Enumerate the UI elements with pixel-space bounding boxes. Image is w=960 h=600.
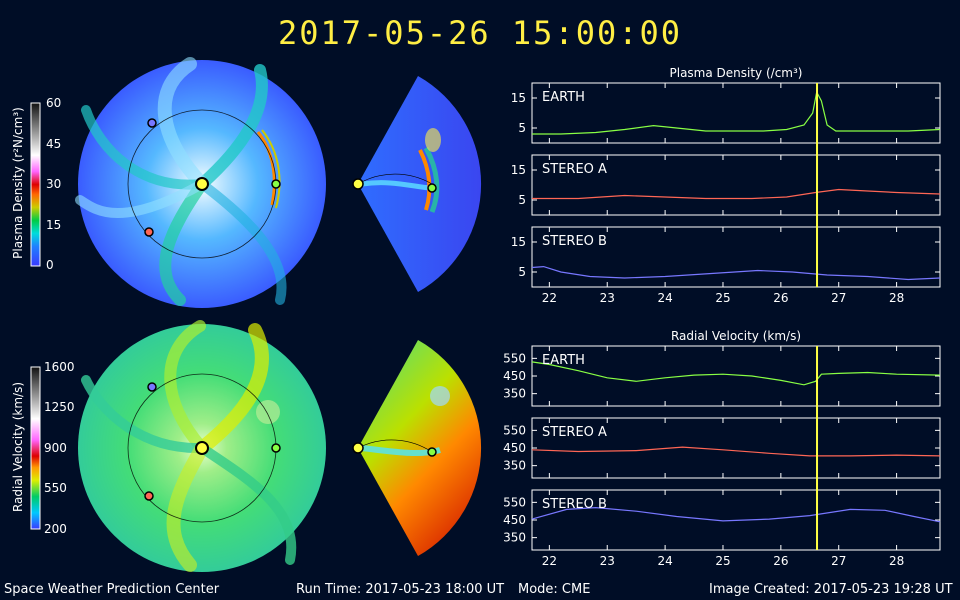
chart-0-panel-1-ytick-label: 15: [511, 163, 526, 177]
panel-label-stereo-b: STEREO B: [542, 497, 607, 512]
velocity-tick-0: 1600: [44, 360, 75, 374]
chart-1-panel-0-ytick-label: 350: [503, 387, 526, 401]
wedge-earth-marker: [427, 183, 437, 193]
footer-run-time: Run Time: 2017-05-23 18:00 UT: [296, 582, 505, 597]
footer-mode: Mode: CME: [518, 582, 591, 597]
wedge-earth-marker-velocity: [427, 447, 437, 457]
sun-marker: [195, 177, 209, 191]
density-tick-1: 45: [46, 137, 62, 151]
chart-0-panel-2-ytick-label: 15: [511, 235, 526, 249]
panel-label-stereo-b: STEREO B: [542, 234, 607, 249]
chart-1-xtick-label: 22: [542, 554, 557, 568]
velocity-polar-map: [78, 320, 326, 572]
chart-1-xtick-label: 24: [657, 554, 672, 568]
velocity-tick-2: 900: [44, 441, 67, 455]
velocity-colorbar-label: Radial Velocity (km/s): [11, 381, 25, 513]
chart-0-xtick-label: 27: [831, 291, 846, 305]
chart-1-panel-0-ytick-label: 450: [503, 369, 526, 383]
panel-label-stereo-a: STEREO A: [542, 162, 607, 177]
chart-1-panel-0-frame: [531, 345, 941, 407]
chart-1-panel-1-ytick-label: 450: [503, 441, 526, 455]
density-wedge-map: [352, 76, 482, 292]
chart-1-xtick-label: 27: [831, 554, 846, 568]
chart-0-xtick-label: 28: [889, 291, 904, 305]
chart-0-xtick-label: 23: [600, 291, 615, 305]
density-tick-0: 60: [46, 96, 62, 110]
earth-marker-velocity: [271, 443, 281, 453]
chart-1-panel-2-ytick-label: 550: [503, 495, 526, 509]
wedge-sun-marker: [352, 178, 364, 190]
series-line-stereo-b: [531, 265, 941, 281]
chart-1-title: Radial Velocity (km/s): [671, 329, 801, 343]
chart-0-panel-0-ytick-label: 5: [518, 121, 526, 135]
density-colorbar-label: Plasma Density (r²N/cm³): [11, 107, 25, 259]
chart-0-xtick-label: 24: [657, 291, 672, 305]
chart-0-panel-2-ytick-label: 5: [518, 265, 526, 279]
chart-0-xtick-label: 22: [542, 291, 557, 305]
density-tick-2: 30: [46, 177, 62, 191]
timestamp-title: 2017-05-26 15:00:00: [277, 14, 683, 52]
chart-0-xtick-label: 25: [715, 291, 730, 305]
density-tick-4: 0: [46, 258, 54, 272]
series-line-stereo-a: [532, 188, 941, 200]
velocity-tick-3: 550: [44, 481, 67, 495]
velocity-tick-4: 200: [44, 522, 67, 536]
chart-1-xtick-label: 28: [889, 554, 904, 568]
time-series-plots: Plasma Density (/cm³) 5 15 EARTH 5 15 STEREO A…: [503, 66, 941, 568]
sun-marker-velocity: [195, 441, 209, 455]
velocity-tick-1: 1250: [44, 400, 75, 414]
density-colorbar: [30, 102, 41, 267]
stereo-a-marker: [144, 227, 154, 237]
density-polar-map: [75, 57, 326, 308]
chart-0-title: Plasma Density (/cm³): [670, 66, 803, 80]
chart-1-xtick-label: 23: [600, 554, 615, 568]
chart-1-panel-2-ytick-label: 450: [503, 513, 526, 527]
series-line-earth: [531, 361, 941, 386]
chart-1-panel-2-ytick-label: 350: [503, 531, 526, 545]
stereo-b-marker: [147, 118, 157, 128]
chart-0-xtick-label: 26: [773, 291, 788, 305]
panel-label-earth: EARTH: [542, 90, 585, 105]
panel-label-stereo-a: STEREO A: [542, 425, 607, 440]
velocity-wedge-map: [352, 340, 482, 556]
stereo-b-marker-velocity: [147, 382, 157, 392]
earth-marker: [271, 179, 281, 189]
velocity-colorbar: [30, 366, 41, 530]
chart-0-panel-1-ytick-label: 5: [518, 193, 526, 207]
chart-1-panel-1-ytick-label: 350: [503, 459, 526, 473]
series-line-stereo-b: [531, 506, 941, 523]
chart-1-xtick-label: 25: [715, 554, 730, 568]
chart-0-panel-0-frame: [531, 82, 941, 144]
chart-1-panel-0-ytick-label: 550: [503, 351, 526, 365]
stereo-a-marker-velocity: [144, 491, 154, 501]
chart-1-panel-1-ytick-label: 550: [503, 423, 526, 437]
chart-0-panel-2-frame: [531, 226, 941, 288]
wedge-sun-marker-velocity: [352, 442, 364, 454]
panel-label-earth: EARTH: [542, 353, 585, 368]
density-tick-3: 15: [46, 218, 62, 232]
chart-0-panel-1-frame: [531, 154, 941, 216]
series-line-stereo-a: [531, 446, 941, 457]
footer-created: Image Created: 2017-05-23 19:28 UT: [709, 582, 953, 597]
chart-0-panel-0-ytick-label: 15: [511, 91, 526, 105]
chart-1-xtick-label: 26: [773, 554, 788, 568]
series-line-earth: [532, 90, 941, 135]
footer-center: Space Weather Prediction Center: [4, 582, 220, 597]
